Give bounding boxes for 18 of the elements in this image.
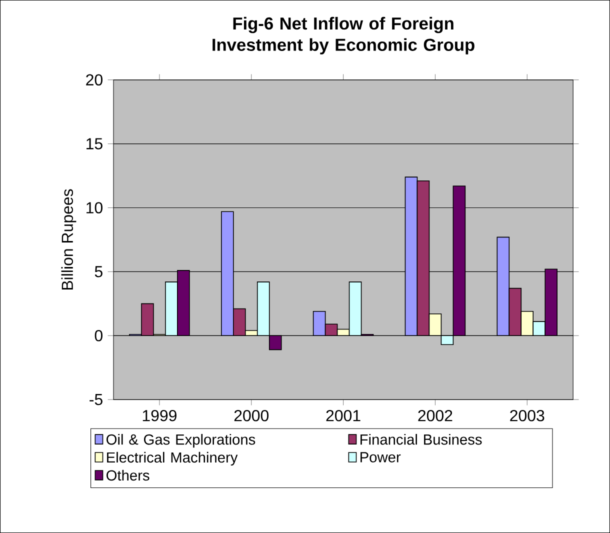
x-tick-label: 2002	[418, 410, 452, 422]
x-tick-label: 1999	[142, 410, 176, 422]
y-tick-label: -5	[90, 394, 102, 406]
legend-label: Electrical Machinery	[107, 452, 238, 466]
legend-label: Financial Business	[360, 434, 482, 445]
x-tick-label: 2000	[234, 410, 269, 422]
y-tick-label: 10	[86, 202, 102, 214]
y-tick-label: 20	[86, 74, 102, 86]
legend-label: Power	[360, 452, 401, 462]
legend-label: Oil & Gas Explorations	[106, 434, 256, 448]
legend-label: Others	[106, 470, 150, 481]
y-axis-title: Billion Rupees	[61, 189, 76, 290]
x-tick-label: 2003	[510, 410, 544, 422]
y-tick-label: 5	[94, 266, 102, 278]
chart-title: Fig-6 Net Inflow of Foreign Investment by Economic Group	[212, 16, 474, 54]
x-tick-label: 2001	[326, 410, 360, 422]
y-tick-label: 15	[86, 138, 102, 150]
y-tick-label: 0	[94, 330, 102, 342]
